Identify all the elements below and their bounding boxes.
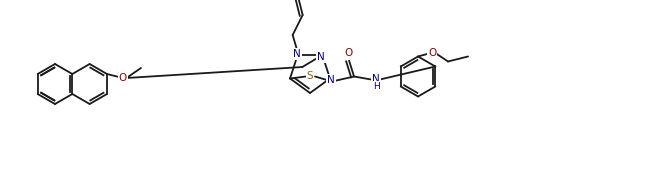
Text: S: S <box>307 71 313 81</box>
Text: O: O <box>344 49 352 59</box>
Text: O: O <box>119 73 127 83</box>
Text: O: O <box>428 49 436 59</box>
Text: N: N <box>293 49 301 59</box>
Text: N: N <box>372 74 380 84</box>
Text: N: N <box>317 52 325 62</box>
Text: N: N <box>327 76 335 86</box>
Text: H: H <box>373 82 379 91</box>
